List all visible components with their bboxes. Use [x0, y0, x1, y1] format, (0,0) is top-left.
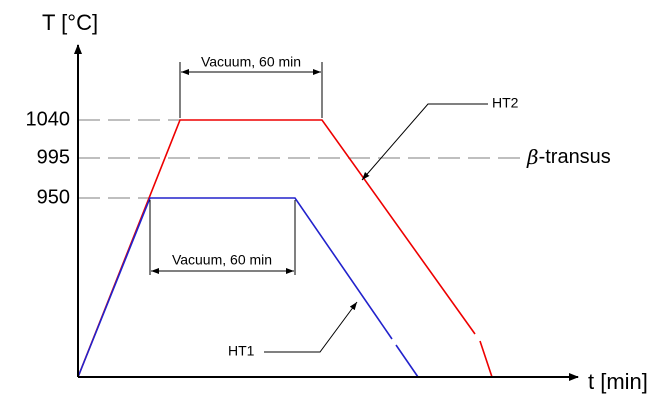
- ht1-curve: [77, 197, 393, 378]
- ht1-label: HT1: [228, 343, 255, 359]
- ht1-leader: [264, 301, 358, 353]
- reference-text: -transus: [539, 146, 611, 168]
- reference-symbol: β: [526, 145, 539, 169]
- ht2-curve-end: [479, 340, 493, 378]
- level-lines: [78, 119, 522, 199]
- level-label: 950: [37, 186, 70, 208]
- bottom-annotation: Vacuum, 60 min: [172, 252, 272, 268]
- x-axis-label: t [min]: [588, 369, 648, 394]
- top-bracket: [179, 62, 323, 118]
- level-label: 1040: [26, 108, 71, 130]
- y-axis-label: T [°C]: [42, 10, 98, 35]
- level-label: 995: [37, 146, 70, 168]
- top-annotation: Vacuum, 60 min: [201, 54, 301, 70]
- ht2-leader: [361, 103, 488, 181]
- ht1-curve-end: [395, 344, 419, 378]
- bottom-bracket: [149, 200, 296, 275]
- reference-label: β-transus: [526, 145, 611, 169]
- ht2-label: HT2: [492, 95, 519, 111]
